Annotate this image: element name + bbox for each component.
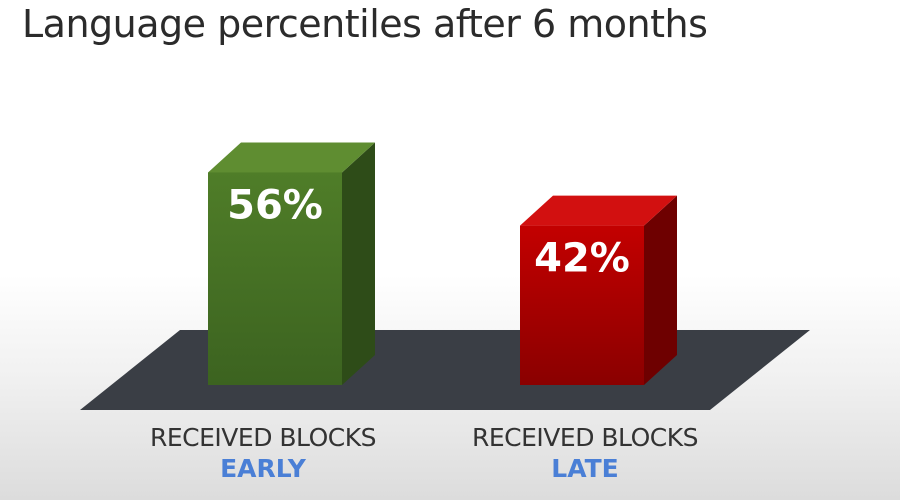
category-label-early-line1: RECEIVED BLOCKS [150,423,376,452]
chart-floor [80,330,810,410]
bar-late-side [644,195,677,385]
bar-early-side [342,142,375,385]
category-label-late-line1: RECEIVED BLOCKS [472,423,698,452]
category-label-late: RECEIVED BLOCKS LATE [435,423,735,483]
bar-late: 42% [520,195,677,385]
category-label-late-line2: LATE [551,454,619,483]
bar-early-top [208,142,375,173]
data-label-late: 42% [534,236,630,282]
bar-early-front [208,172,342,385]
category-label-early: RECEIVED BLOCKS EARLY [113,423,413,483]
data-label-early: 56% [227,182,323,228]
bar-early: 56% [208,142,375,385]
bar-late-front [520,225,644,385]
chart-title: Language percentiles after 6 months [22,2,708,46]
category-label-early-line2: EARLY [220,454,306,483]
bar-late-top [520,195,677,226]
